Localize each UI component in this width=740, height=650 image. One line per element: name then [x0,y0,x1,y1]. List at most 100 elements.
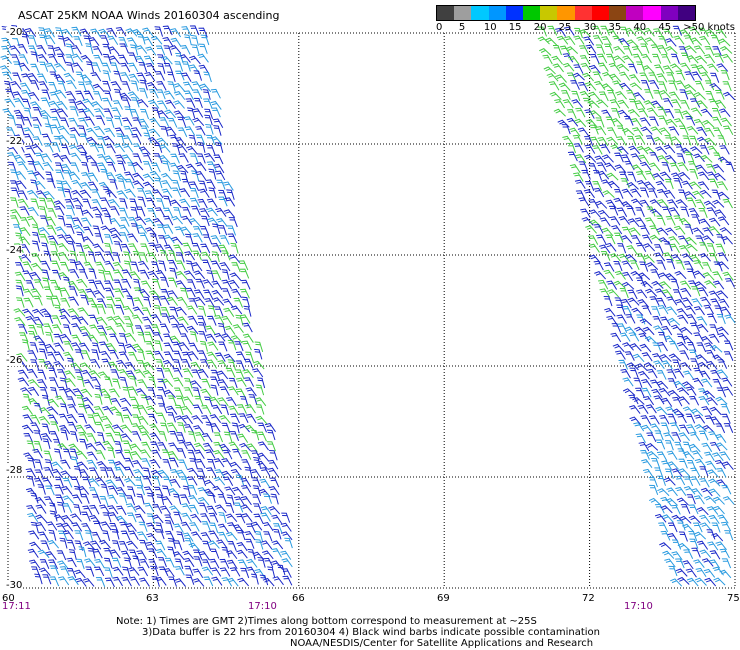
wind-barb [114,461,126,470]
wind-barb [575,190,586,200]
wind-barb [45,551,57,561]
wind-barb [681,335,694,344]
wind-barb [241,513,253,523]
wind-barb [679,29,692,38]
wind-barb [24,153,35,164]
wind-barb [714,99,727,109]
wind-barb [689,431,701,441]
wind-barb [108,512,120,522]
wind-barb [151,162,161,173]
wind-barb [33,440,43,452]
wind-barb [87,334,99,344]
wind-barb [564,36,576,46]
wind-barb [206,161,217,172]
wind-barb [189,504,199,515]
wind-barb [63,351,75,361]
wind-barb [594,80,606,90]
wind-barb [173,91,186,100]
wind-barb [241,296,250,308]
wind-barb [91,199,102,209]
wind-speed-colorbar: 0 5 10 15 20 25 30 35 40 45 >50 knots [436,5,736,33]
wind-barb [630,270,643,279]
wind-barb [131,314,143,324]
wind-barb [45,295,55,307]
wind-barb [162,485,171,496]
wind-barb [688,530,698,542]
wind-barb [80,74,93,83]
wind-barb [635,433,646,443]
wind-barb [542,54,553,65]
wind-barb [633,92,645,101]
wind-barb [589,110,602,118]
wind-barb [85,155,97,164]
wind-barb [130,206,139,218]
wind-barb [620,368,631,379]
wind-barb [551,55,563,65]
wind-barb [277,564,286,576]
wind-barb [664,558,676,568]
wind-barb [79,342,90,352]
wind-barb [633,422,645,432]
wind-barb [213,441,224,452]
wind-barb [134,216,147,226]
wind-barb [660,505,673,514]
wind-barb [565,46,579,54]
wind-barb [678,458,688,469]
wind-barb [254,539,264,550]
wind-barb [676,308,689,317]
wind-barb [178,153,189,163]
wind-barb [189,55,201,65]
wind-barb [60,297,71,308]
wind-barb [66,205,76,216]
wind-barb [69,127,81,137]
wind-barb [254,348,263,360]
wind-barb [137,188,147,198]
wind-barb [636,253,647,263]
wind-barb [585,181,595,192]
wind-barb [235,351,247,362]
wind-barb [119,43,129,54]
wind-barb [47,235,59,245]
wind-barb [690,37,703,46]
wind-barb [115,411,124,423]
wind-barb [693,118,706,128]
wind-barb [697,540,709,550]
wind-barb [257,422,267,433]
wind-barb [88,37,100,47]
wind-barb [661,460,672,470]
wind-barb [656,380,669,389]
wind-barb [59,566,70,576]
wind-barb [196,468,206,479]
wind-barb [652,353,664,363]
wind-barb [104,424,116,434]
wind-barb [181,358,191,369]
wind-barb [82,236,94,245]
wind-barb [107,46,120,55]
wind-barb [708,290,721,300]
wind-barb [709,559,721,569]
wind-barb [123,449,133,460]
colorbar-swatch-1 [454,6,472,20]
wind-barb [35,514,48,523]
wind-barb [640,449,650,460]
wind-barb [125,522,137,532]
wind-barb [41,114,50,126]
wind-barb [649,208,663,217]
wind-barb [83,226,94,237]
wind-barb [48,100,61,110]
wind-barb [653,90,663,100]
wind-barb [177,422,186,433]
wind-barb [686,197,697,208]
wind-barb [209,396,221,406]
wind-barb [225,367,236,378]
wind-barb [671,468,683,477]
wind-barb [601,109,613,119]
colorbar-swatch-7 [557,6,575,20]
wind-barb [605,242,617,252]
wind-barb [90,162,100,173]
wind-barb [633,27,646,36]
wind-barb [228,441,240,451]
wind-barb [716,387,727,398]
wind-barb [163,62,174,73]
wind-barb [607,180,620,189]
